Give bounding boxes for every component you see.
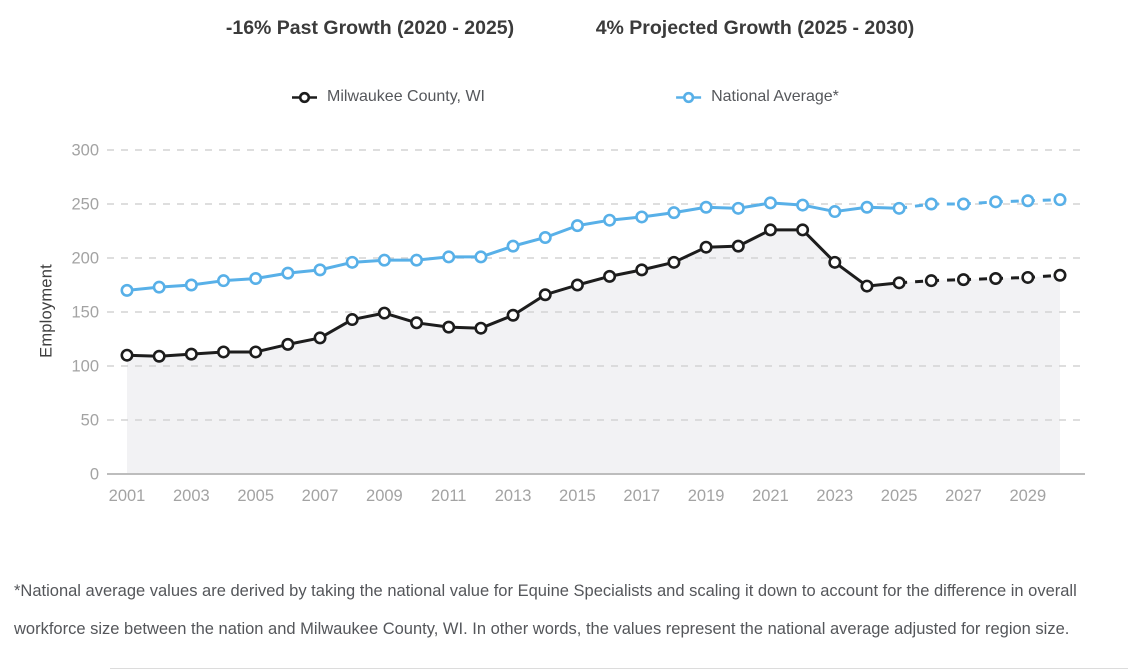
- x-tick-label: 2003: [173, 487, 210, 505]
- projected-growth-title: 4% Projected Growth (2025 - 2030): [595, 17, 915, 39]
- legend-item-label: National Average*: [711, 88, 839, 105]
- data-point-marker[interactable]: [860, 200, 874, 214]
- data-point-marker[interactable]: [603, 269, 617, 283]
- data-point-marker[interactable]: [570, 278, 584, 292]
- data-point-marker[interactable]: [699, 200, 713, 214]
- legend-item-label: Milwaukee County, WI: [327, 88, 485, 105]
- y-tick-label: 250: [71, 196, 99, 214]
- x-tick-label: 2011: [431, 487, 466, 505]
- data-point-marker[interactable]: [635, 210, 649, 224]
- data-point-marker[interactable]: [281, 266, 295, 280]
- data-point-marker[interactable]: [313, 263, 327, 277]
- x-tick-label: 2025: [881, 487, 918, 505]
- line-marker-icon: [675, 91, 702, 104]
- x-tick-label: 2007: [302, 487, 339, 505]
- data-point-marker[interactable]: [1021, 270, 1035, 284]
- data-point-marker[interactable]: [120, 348, 134, 362]
- data-point-marker[interactable]: [474, 321, 488, 335]
- data-point-marker[interactable]: [217, 274, 231, 288]
- data-point-marker[interactable]: [924, 197, 938, 211]
- data-point-marker[interactable]: [860, 279, 874, 293]
- legend-item-national-average[interactable]: National Average*: [675, 88, 839, 106]
- data-point-marker[interactable]: [635, 263, 649, 277]
- data-point-marker[interactable]: [763, 196, 777, 210]
- y-tick-label: 150: [71, 304, 99, 322]
- data-point-marker[interactable]: [667, 255, 681, 269]
- data-point-marker[interactable]: [731, 201, 745, 215]
- data-point-marker[interactable]: [796, 223, 810, 237]
- x-tick-label: 2015: [559, 487, 596, 505]
- data-point-marker[interactable]: [410, 316, 424, 330]
- data-point-marker[interactable]: [184, 347, 198, 361]
- data-point-marker[interactable]: [120, 283, 134, 297]
- data-point-marker[interactable]: [345, 313, 359, 327]
- data-point-marker[interactable]: [892, 276, 906, 290]
- data-point-marker[interactable]: [249, 345, 263, 359]
- x-tick-label: 2009: [366, 487, 403, 505]
- x-tick-label: 2023: [816, 487, 853, 505]
- data-point-marker[interactable]: [924, 274, 938, 288]
- data-point-marker[interactable]: [763, 223, 777, 237]
- x-tick-label: 2017: [623, 487, 660, 505]
- data-point-marker[interactable]: [217, 345, 231, 359]
- data-point-marker[interactable]: [731, 239, 745, 253]
- data-point-marker[interactable]: [377, 306, 391, 320]
- x-tick-label: 2001: [109, 487, 146, 505]
- data-point-marker[interactable]: [989, 272, 1003, 286]
- y-tick-label: 100: [71, 358, 99, 376]
- data-point-marker[interactable]: [506, 239, 520, 253]
- data-point-marker[interactable]: [538, 230, 552, 244]
- data-point-marker[interactable]: [184, 278, 198, 292]
- x-tick-label: 2005: [237, 487, 274, 505]
- data-point-marker[interactable]: [956, 273, 970, 287]
- bottom-divider: [110, 668, 1128, 669]
- y-tick-label: 200: [71, 250, 99, 268]
- data-point-marker[interactable]: [313, 331, 327, 345]
- data-point-marker[interactable]: [506, 308, 520, 322]
- data-point-marker[interactable]: [828, 255, 842, 269]
- line-marker-icon: [291, 91, 318, 104]
- data-point-marker[interactable]: [345, 255, 359, 269]
- data-point-marker[interactable]: [1021, 194, 1035, 208]
- y-tick-label: 0: [90, 466, 99, 484]
- data-point-marker[interactable]: [956, 197, 970, 211]
- y-tick-label: 50: [81, 412, 99, 430]
- x-tick-label: 2021: [752, 487, 789, 505]
- data-point-marker[interactable]: [442, 250, 456, 264]
- x-tick-label: 2027: [945, 487, 982, 505]
- data-point-marker[interactable]: [410, 253, 424, 267]
- employment-line-chart: 0 50 100 150 200 250 300 2001 2003 2005 2007 2009 20…: [71, 142, 1085, 505]
- data-point-marker[interactable]: [570, 219, 584, 233]
- data-point-marker[interactable]: [1053, 193, 1067, 207]
- data-point-marker[interactable]: [828, 205, 842, 219]
- x-tick-label: 2013: [495, 487, 532, 505]
- data-point-marker[interactable]: [152, 280, 166, 294]
- past-growth-title: -16% Past Growth (2020 - 2025): [225, 17, 515, 39]
- area-fill: [127, 229, 1060, 474]
- data-point-marker[interactable]: [377, 253, 391, 267]
- data-point-marker[interactable]: [1053, 268, 1067, 282]
- data-point-marker[interactable]: [152, 349, 166, 363]
- data-point-marker[interactable]: [442, 320, 456, 334]
- data-point-marker[interactable]: [281, 337, 295, 351]
- data-point-marker[interactable]: [892, 201, 906, 215]
- x-tick-label: 2029: [1009, 487, 1046, 505]
- data-point-marker[interactable]: [603, 213, 617, 227]
- y-tick-label: 300: [71, 142, 99, 160]
- data-point-marker[interactable]: [796, 198, 810, 212]
- employment-chart-area: 0 50 100 150 200 250 300 2001 2003 2005 2007 2009 20…: [0, 130, 1128, 560]
- legend-item-milwaukee-county[interactable]: Milwaukee County, WI: [291, 88, 485, 106]
- x-tick-label: 2019: [688, 487, 725, 505]
- data-point-marker[interactable]: [667, 206, 681, 220]
- data-point-marker[interactable]: [989, 195, 1003, 209]
- footnote-text: *National average values are derived by …: [14, 582, 1077, 638]
- y-axis-label: Employment: [37, 264, 56, 358]
- data-point-marker[interactable]: [699, 240, 713, 254]
- data-point-marker[interactable]: [538, 288, 552, 302]
- data-point-marker[interactable]: [249, 272, 263, 286]
- data-point-marker[interactable]: [474, 250, 488, 264]
